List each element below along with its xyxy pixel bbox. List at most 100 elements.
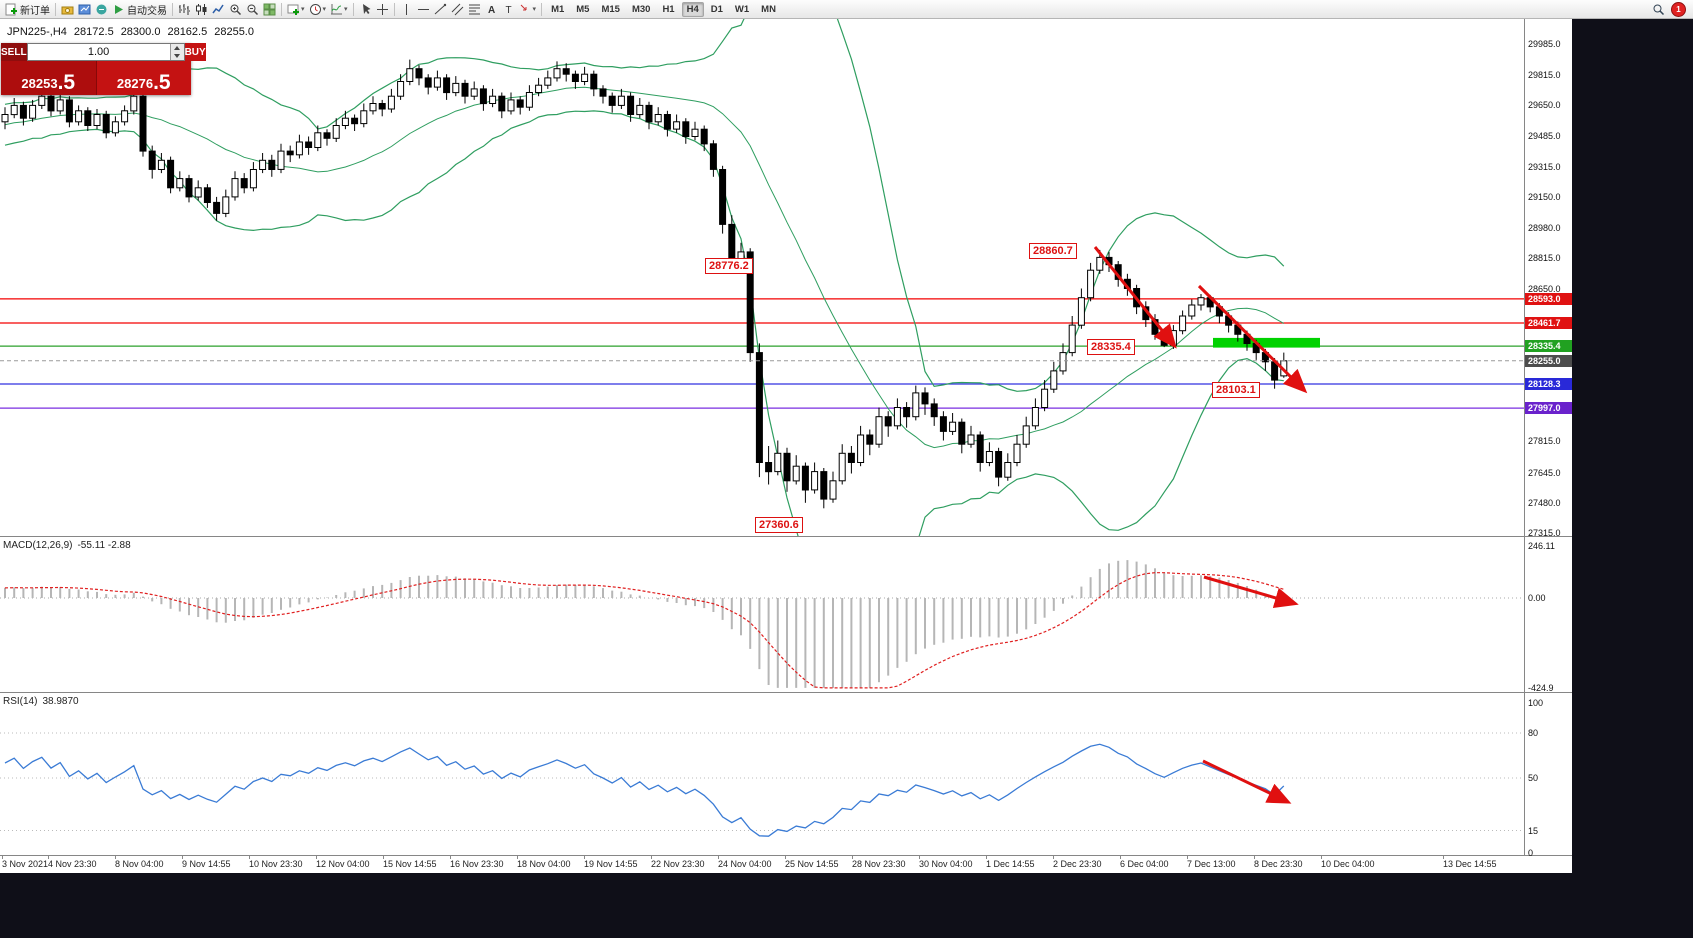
timeframe-m30[interactable]: M30 <box>631 3 651 15</box>
price-tick: 29815.0 <box>1528 70 1561 81</box>
auto-trading-button[interactable]: 自动交易 <box>110 1 169 18</box>
hline-button[interactable] <box>415 1 432 18</box>
sell-button[interactable]: SELL <box>1 43 27 61</box>
close-value: 28255.0 <box>214 26 254 38</box>
macd-values: -55.11 -2.88 <box>77 540 131 551</box>
price-callout[interactable]: 28103.1 <box>1212 382 1260 398</box>
price-tick: 27815.0 <box>1528 436 1561 447</box>
new-chart-icon <box>287 3 300 16</box>
timeframe-d1[interactable]: D1 <box>710 3 723 15</box>
indicators-icon <box>330 3 343 16</box>
time-label: 3 Nov 2021 <box>2 859 49 869</box>
time-axis[interactable]: 3 Nov 2021 4 Nov 23:30 8 Nov 04:00 9 Nov 14… <box>0 855 1572 873</box>
notification-badge[interactable]: 1 <box>1671 1 1686 17</box>
line-chart-button[interactable] <box>210 1 227 18</box>
volume-input[interactable] <box>27 44 170 60</box>
price-tag: 28461.7 <box>1525 316 1572 329</box>
label-icon: T <box>502 3 515 16</box>
fibonacci-icon <box>468 3 481 16</box>
hline-icon <box>417 3 430 16</box>
volume-increase-button[interactable] <box>170 44 184 52</box>
fibonacci-button[interactable] <box>466 1 483 18</box>
arrows-button[interactable]: ▾ <box>517 1 539 18</box>
price-callout[interactable]: 28860.7 <box>1029 243 1077 259</box>
new-order-button[interactable]: 新订单 <box>3 1 52 18</box>
time-label: 15 Nov 14:55 <box>383 859 437 869</box>
buy-button[interactable]: BUY <box>184 43 206 61</box>
price-axis[interactable]: 29985.0 29815.0 29650.0 29485.0 29315.0 29150… <box>1524 19 1572 538</box>
rsi-axis-value: 80 <box>1528 728 1539 738</box>
label-button[interactable]: T <box>500 1 517 18</box>
low-value: 28162.5 <box>167 26 208 38</box>
time-label: 25 Nov 14:55 <box>785 859 839 869</box>
rsi-axis-value: 15 <box>1528 825 1539 836</box>
time-label: 2 Dec 23:30 <box>1053 859 1102 869</box>
trendline-button[interactable] <box>432 1 449 18</box>
channel-button[interactable] <box>449 1 466 18</box>
timeframe-h4[interactable]: H4 <box>681 1 704 17</box>
new-chart-button[interactable]: ▾ <box>285 1 307 18</box>
vline-button[interactable] <box>398 1 415 18</box>
period-button[interactable]: ▾ <box>307 1 329 18</box>
new-order-label: 新订单 <box>20 5 50 17</box>
text-button[interactable]: A <box>483 1 500 18</box>
timeframe-m1[interactable]: M1 <box>551 3 565 15</box>
rsi-panel: 100 80 50 15 0 RSI(14) 38.9870 <box>0 692 1572 858</box>
time-tick <box>1187 856 1188 859</box>
auto-trading-label: 自动交易 <box>127 5 167 17</box>
time-tick <box>450 856 451 859</box>
zoom-out-button[interactable] <box>244 1 261 18</box>
tile-windows-button[interactable] <box>261 1 278 18</box>
zoom-in-button[interactable] <box>227 1 244 18</box>
candles-chart-button[interactable] <box>193 1 210 18</box>
zoom-out-icon <box>246 3 259 16</box>
arrows-icon <box>519 3 532 16</box>
time-label: 22 Nov 23:30 <box>651 859 705 869</box>
dropdown-caret-icon: ▾ <box>301 6 305 13</box>
macd-axis-value: 246.11 <box>1528 540 1555 551</box>
timeframe-w1[interactable]: W1 <box>734 3 750 15</box>
macd-canvas[interactable] <box>0 537 1524 692</box>
trendline-icon <box>434 3 447 16</box>
toolbar-divider <box>541 2 543 16</box>
price-callout[interactable]: 28335.4 <box>1087 339 1135 355</box>
community-button[interactable] <box>93 1 110 18</box>
indicators-button[interactable]: ▾ <box>328 1 350 18</box>
price-callout[interactable]: 28776.2 <box>705 258 753 274</box>
svg-text:A: A <box>488 5 495 16</box>
time-tick <box>1053 856 1054 859</box>
timeframe-mn[interactable]: MN <box>761 3 776 15</box>
price-callouts-layer: 28776.2 27360.6 28860.7 28335.4 28103.1 <box>0 19 1524 536</box>
crosshair-button[interactable] <box>374 1 391 18</box>
time-tick <box>986 856 987 859</box>
macd-axis[interactable]: 246.11 0.00 -424.9 <box>1524 537 1572 693</box>
buy-price[interactable]: 28276.5 <box>96 61 191 95</box>
publish-button[interactable] <box>76 1 93 18</box>
cursor-icon <box>359 3 372 16</box>
timeframe-h1[interactable]: H1 <box>662 3 675 15</box>
cursor-button[interactable] <box>357 1 374 18</box>
time-tick <box>115 856 116 859</box>
rsi-axis[interactable]: 100 80 50 15 0 <box>1524 693 1572 858</box>
time-tick <box>1254 856 1255 859</box>
workspace-background-right <box>1572 19 1693 938</box>
toolbar-divider <box>393 2 395 16</box>
sell-price[interactable]: 28253.5 <box>1 61 97 95</box>
price-chart-canvas[interactable] <box>0 19 1524 536</box>
price-tag: 28255.0 <box>1525 354 1572 367</box>
rsi-canvas[interactable] <box>0 693 1524 855</box>
price-callout[interactable]: 27360.6 <box>755 517 803 533</box>
volume-decrease-button[interactable] <box>170 52 184 60</box>
time-tick <box>48 856 49 859</box>
time-tick <box>2 856 3 859</box>
timeframe-m15[interactable]: M15 <box>601 3 620 15</box>
snapshot-icon <box>61 3 74 16</box>
bars-chart-icon <box>178 3 191 16</box>
bars-chart-button[interactable] <box>176 1 193 18</box>
time-label: 10 Dec 04:00 <box>1321 859 1375 869</box>
snapshot-button[interactable] <box>59 1 76 18</box>
community-icon <box>95 3 108 16</box>
search-icon[interactable] <box>1650 1 1667 18</box>
macd-axis-value: -424.9 <box>1528 682 1554 693</box>
timeframe-m5[interactable]: M5 <box>576 3 590 15</box>
